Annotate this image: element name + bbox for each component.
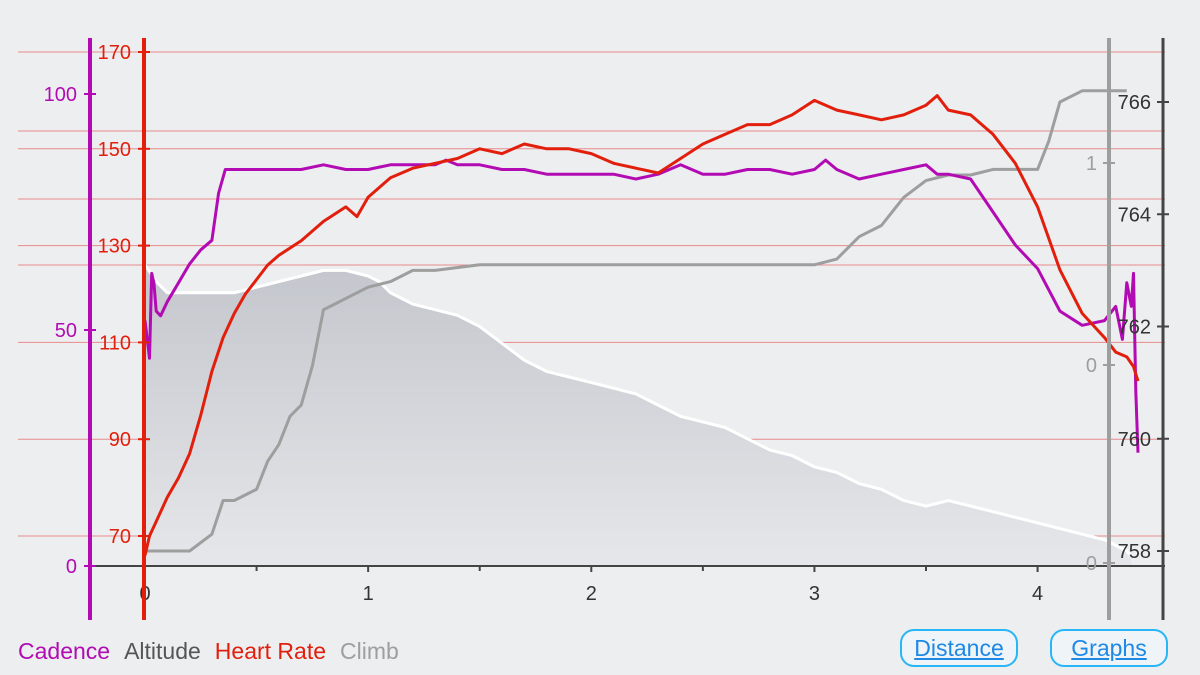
graphs-button[interactable]: Graphs — [1050, 629, 1168, 667]
legend: Cadence Altitude Heart Rate Climb — [18, 638, 399, 665]
altitude-line — [143, 263, 1133, 558]
x-tick-label: 2 — [586, 583, 597, 605]
x-tick-label: 1 — [363, 583, 374, 605]
altitude-tick-label: 758 — [1118, 541, 1151, 563]
altitude-tick-label: 760 — [1118, 429, 1151, 451]
heart-rate-tick-label: 170 — [98, 42, 131, 64]
cadence-tick-label: 0 — [66, 556, 77, 578]
altitude-tick-label: 766 — [1118, 92, 1151, 114]
cadence-tick-label: 50 — [55, 320, 77, 342]
climb-tick-label: 0 — [1086, 355, 1097, 377]
climb-tick-label: 0 — [1086, 553, 1097, 575]
legend-altitude: Altitude — [124, 638, 201, 664]
legend-climb: Climb — [340, 638, 399, 664]
altitude-area — [143, 263, 1133, 566]
heart-rate-tick-label: 90 — [109, 429, 131, 451]
heart-rate-tick-label: 70 — [109, 526, 131, 548]
chart-canvas: 0123405010070901101301501701007587607627… — [18, 38, 1169, 620]
heart-rate-tick-label: 150 — [98, 139, 131, 161]
altitude-fill — [145, 264, 1132, 566]
legend-heart-rate: Heart Rate — [214, 638, 327, 664]
heart-rate-tick-label: 110 — [99, 332, 131, 354]
series-lines — [143, 89, 1140, 556]
legend-cadence: Cadence — [18, 638, 111, 664]
series-heart-rate — [143, 94, 1140, 556]
cadence-tick-label: 100 — [44, 84, 77, 106]
distance-button[interactable]: Distance — [900, 629, 1018, 667]
altitude-tick-label: 762 — [1118, 317, 1151, 339]
axes: 0123405010070901101301501701007587607627… — [44, 38, 1169, 620]
series-climb — [145, 89, 1127, 553]
altitude-tick-label: 764 — [1118, 204, 1151, 226]
climb-tick-label: 1 — [1086, 153, 1097, 175]
x-tick-label: 4 — [1032, 583, 1043, 605]
heart-rate-tick-label: 130 — [98, 236, 131, 258]
series-cadence — [143, 158, 1140, 453]
x-tick-label: 3 — [809, 583, 820, 605]
